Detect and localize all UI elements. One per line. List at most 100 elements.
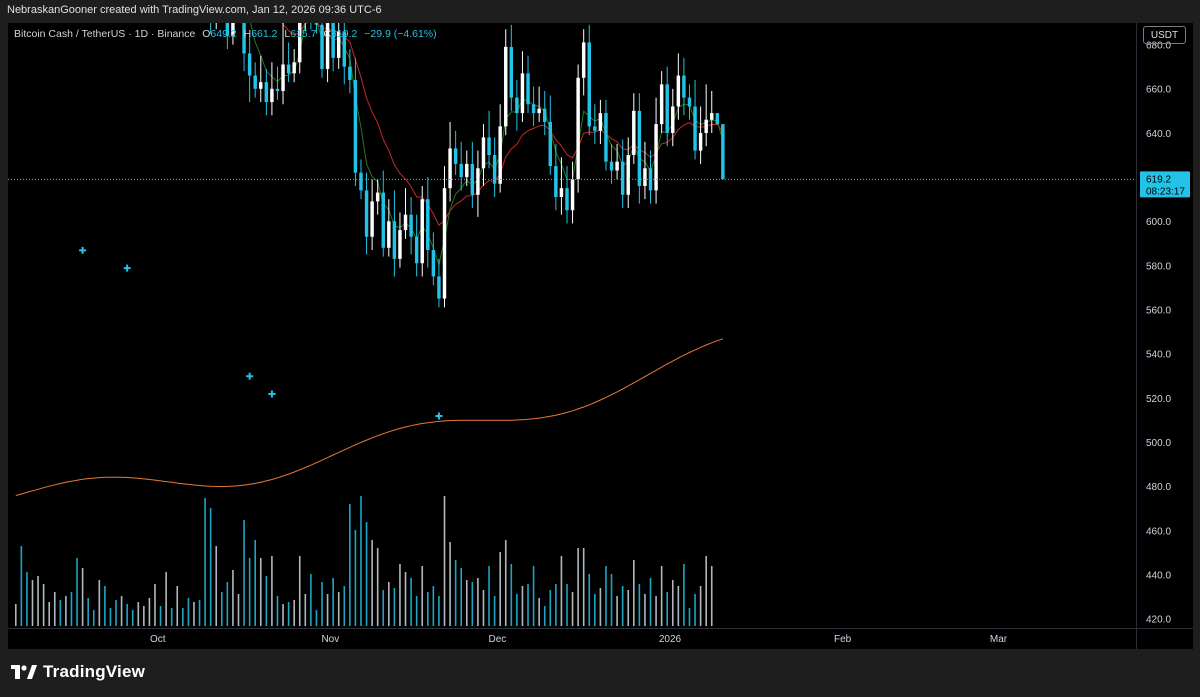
candle-body[interactable] — [292, 62, 296, 74]
candle-body[interactable] — [320, 24, 324, 69]
time-axis[interactable]: Oct Nov Dec 2026 Feb Mar — [8, 628, 1136, 649]
candle-body[interactable] — [342, 31, 347, 67]
tradingview-brand[interactable]: TradingView — [11, 662, 145, 682]
candle-body[interactable] — [654, 124, 658, 191]
candle-body[interactable] — [481, 137, 486, 169]
candle-body[interactable] — [587, 42, 591, 127]
candle-body[interactable] — [548, 121, 553, 167]
candle-body[interactable] — [559, 188, 564, 197]
candle-body[interactable] — [554, 166, 558, 197]
candle-body[interactable] — [492, 155, 497, 184]
candle-body[interactable] — [253, 75, 257, 89]
candle-body[interactable] — [609, 161, 614, 171]
candle-body[interactable] — [314, 15, 319, 25]
candle-body[interactable] — [264, 82, 269, 103]
candle-body[interactable] — [459, 163, 463, 178]
candle-body[interactable] — [331, 22, 335, 58]
candle-body[interactable] — [348, 66, 352, 80]
low-value: 615.7 — [290, 28, 317, 40]
candle-body[interactable] — [242, 0, 246, 54]
candle-body[interactable] — [398, 230, 402, 259]
candle-body[interactable] — [281, 64, 285, 92]
candle-body[interactable] — [698, 132, 703, 151]
candle-body[interactable] — [537, 108, 541, 114]
candle-body[interactable] — [375, 192, 380, 202]
candle-body[interactable] — [615, 161, 619, 171]
candle-body[interactable] — [659, 84, 664, 125]
candle-body[interactable] — [710, 113, 714, 120]
candle-body[interactable] — [437, 276, 441, 299]
candle-body[interactable] — [247, 53, 252, 76]
candle-body[interactable] — [420, 199, 424, 264]
price-chart-svg[interactable] — [8, 0, 1136, 628]
candle-body[interactable] — [671, 106, 675, 133]
candle-body[interactable] — [632, 110, 636, 156]
candle-body[interactable] — [531, 104, 536, 114]
candle-body[interactable] — [520, 73, 525, 114]
candle-body[interactable] — [431, 249, 436, 277]
candle-body[interactable] — [598, 113, 603, 131]
candle-body[interactable] — [565, 188, 569, 211]
candle-body[interactable] — [275, 88, 280, 92]
candle-body[interactable] — [637, 110, 642, 186]
candle-body[interactable] — [359, 172, 363, 191]
candle-body[interactable] — [286, 64, 291, 74]
candle-body[interactable] — [715, 113, 720, 125]
symbol-title[interactable]: Bitcoin Cash / TetherUS · 1D · Binance — [14, 28, 196, 40]
candle-body[interactable] — [687, 97, 692, 107]
candle-body[interactable] — [403, 214, 408, 231]
currency-button[interactable]: USDT — [1143, 26, 1186, 44]
candle-body[interactable] — [259, 82, 263, 89]
candle-body[interactable] — [442, 188, 447, 299]
candle-body[interactable] — [721, 124, 725, 180]
candle-body[interactable] — [370, 201, 374, 237]
candle-body[interactable] — [392, 221, 397, 259]
candle-body[interactable] — [409, 214, 413, 237]
candle-body[interactable] — [526, 73, 530, 105]
time-tick-label: Oct — [150, 634, 166, 645]
candle-body[interactable] — [465, 163, 469, 178]
volume-bar — [293, 600, 295, 626]
candle-body[interactable] — [682, 75, 686, 98]
chart-plot-area[interactable] — [8, 0, 1136, 628]
volume-bar — [694, 594, 696, 626]
price-tick-label: 420.0 — [1146, 615, 1171, 626]
volume-bar — [555, 584, 557, 626]
volume-bar — [20, 546, 23, 626]
candle-body[interactable] — [381, 192, 385, 248]
candle-body[interactable] — [453, 148, 458, 164]
candle-body[interactable] — [476, 168, 480, 195]
candle-body[interactable] — [704, 119, 708, 133]
candle-body[interactable] — [515, 97, 519, 114]
candle-body[interactable] — [581, 42, 586, 78]
candle-body[interactable] — [426, 199, 430, 250]
candle-body[interactable] — [414, 236, 419, 264]
candle-body[interactable] — [270, 88, 274, 103]
candle-body[interactable] — [353, 79, 358, 173]
candle-body[interactable] — [487, 137, 491, 156]
candle-body[interactable] — [325, 22, 330, 69]
candle-body[interactable] — [643, 168, 647, 186]
candle-body[interactable] — [676, 75, 681, 107]
candle-body[interactable] — [576, 77, 580, 180]
volume-bar — [538, 598, 540, 626]
candle-body[interactable] — [509, 46, 514, 98]
candle-body[interactable] — [387, 221, 391, 248]
candle-body[interactable] — [498, 126, 502, 184]
candle-body[interactable] — [620, 161, 625, 195]
candle-body[interactable] — [693, 106, 697, 151]
candle-body[interactable] — [665, 84, 669, 133]
price-axis[interactable]: 680.0660.0640.0620.0600.0580.0560.0540.0… — [1136, 23, 1193, 628]
candle-body[interactable] — [593, 126, 597, 131]
candle-body[interactable] — [604, 113, 608, 162]
candle-body[interactable] — [448, 148, 452, 189]
candle-body[interactable] — [336, 31, 341, 58]
candle-body[interactable] — [542, 108, 547, 122]
candle-body[interactable] — [626, 155, 630, 195]
candle-body[interactable] — [570, 179, 575, 211]
candle-body[interactable] — [298, 18, 302, 63]
volume-bar — [165, 572, 167, 626]
candle-body[interactable] — [504, 46, 508, 127]
candle-body[interactable] — [470, 163, 475, 195]
candle-body[interactable] — [364, 190, 369, 237]
